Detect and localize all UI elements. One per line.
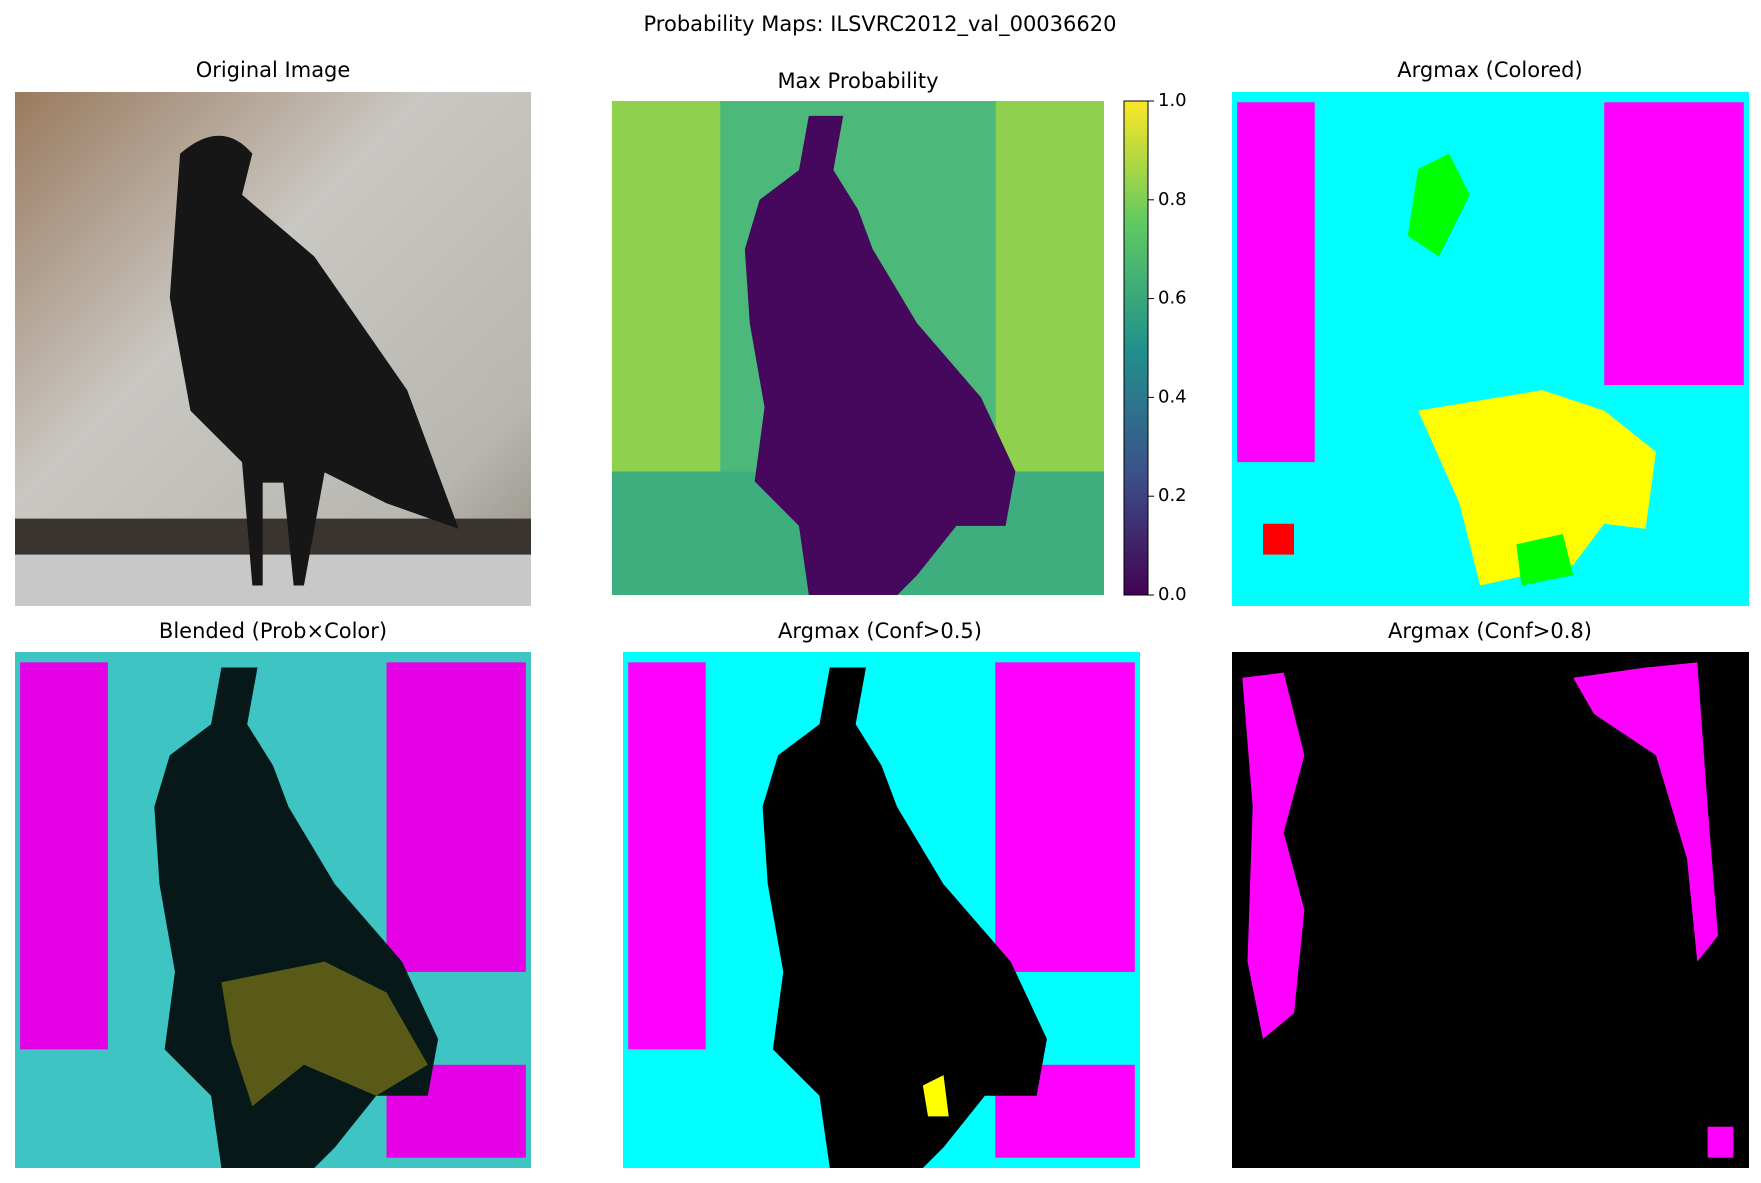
conf-08-map [1232,652,1749,1168]
probability-map [612,101,1104,595]
colorbar-axis: 0.0 0.2 0.4 0.6 0.8 1.0 [1148,90,1187,605]
argmax-map [1232,92,1749,606]
colorbar-tick-label: 1.0 [1158,90,1187,111]
conf-05-map [623,652,1140,1168]
colorbar-tick-label: 0.8 [1158,189,1187,210]
panel-title: Original Image [196,58,351,82]
panel-title: Argmax (Conf>0.8) [1388,619,1592,643]
colorbar-tick-label: 0.4 [1158,386,1187,407]
original-image [15,92,531,606]
blended-map [15,652,531,1168]
colorbar [1123,100,1149,596]
panel-title: Argmax (Conf>0.5) [778,619,982,643]
panel-title: Blended (Prob×Color) [159,619,387,643]
panel-title: Max Probability [777,69,938,93]
colorbar-tick-label: 0.0 [1158,584,1187,605]
colorbar-tick-label: 0.2 [1158,485,1187,506]
colorbar-tick-label: 0.6 [1158,288,1187,309]
figure-title: Probability Maps: ILSVRC2012_val_0003662… [644,12,1117,37]
panel-title: Argmax (Colored) [1397,58,1582,82]
